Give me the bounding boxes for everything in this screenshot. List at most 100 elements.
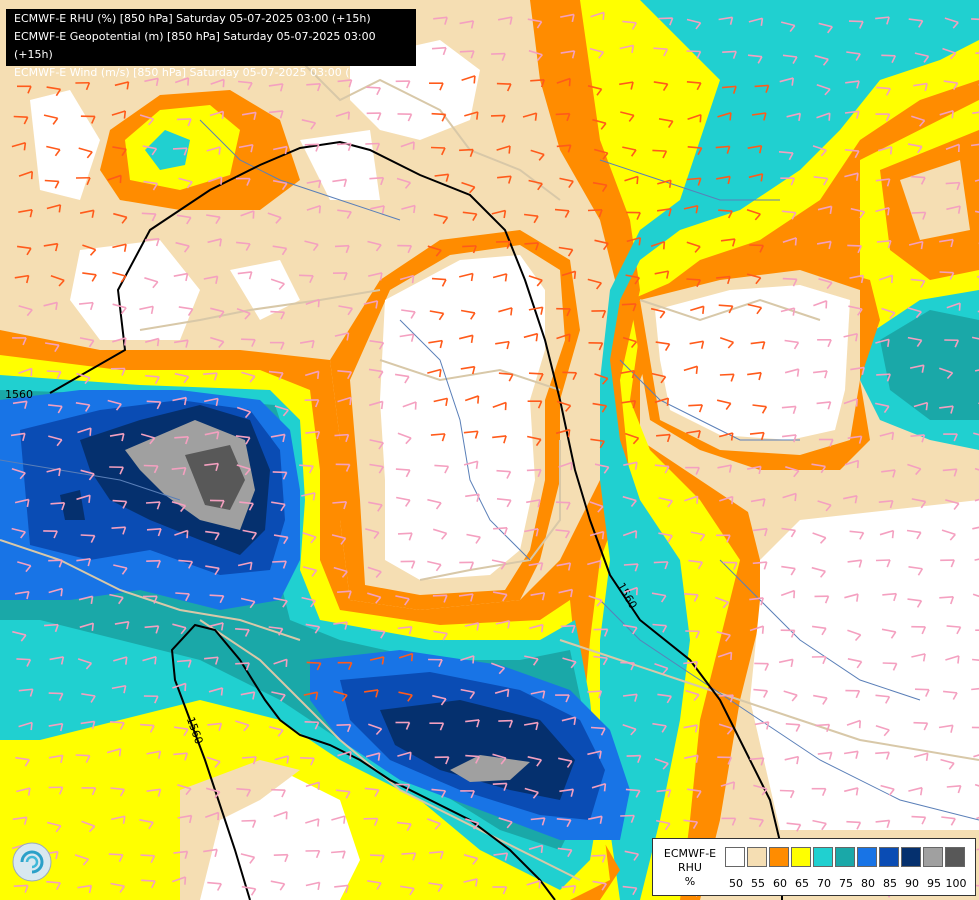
wind-barb: [305, 298, 320, 308]
wind-barb: [301, 119, 317, 130]
wind-barb: [459, 50, 475, 59]
wind-barb: [817, 751, 833, 760]
contour-label-west: 1560: [5, 388, 33, 401]
wind-barb: [464, 395, 480, 404]
wind-barb: [594, 463, 610, 474]
wind-barb: [428, 882, 444, 893]
wind-barb: [17, 85, 32, 94]
rhu-zone-white-central: [380, 255, 545, 580]
wind-barb: [459, 561, 475, 570]
wind-barb: [301, 596, 316, 608]
wind-barb: [236, 788, 252, 797]
wind-barb: [461, 75, 476, 84]
title-line-geopotential: ECMWF-E Geopotential (m) [850 hPa] Satur…: [14, 30, 376, 61]
wind-barb: [656, 208, 672, 217]
wind-barb: [367, 880, 382, 890]
wind-barb: [140, 854, 156, 864]
wind-barb: [268, 626, 284, 636]
wind-barb: [207, 881, 222, 891]
wind-barb: [882, 662, 898, 671]
wind-barb: [816, 112, 831, 121]
wind-barb: [461, 181, 476, 194]
wind-barb: [492, 401, 507, 411]
wind-barb: [781, 21, 796, 33]
wind-barb: [939, 109, 954, 119]
wind-barb: [594, 373, 609, 385]
wind-barb: [370, 205, 385, 214]
wind-barb: [397, 113, 413, 122]
wind-barb: [110, 721, 125, 730]
wind-barb: [143, 464, 159, 474]
wind-barb: [333, 566, 348, 578]
wind-barb: [812, 532, 827, 544]
wind-barb: [427, 498, 442, 510]
wind-barb: [971, 687, 979, 691]
wind-barb: [400, 885, 415, 896]
wind-barb: [177, 784, 192, 796]
wind-barb: [779, 789, 795, 799]
wind-barb: [18, 688, 34, 697]
wind-barb: [528, 275, 543, 287]
wind-barb: [881, 307, 896, 320]
wind-barb: [974, 467, 979, 474]
wind-barb: [625, 274, 641, 285]
wind-barb: [460, 688, 476, 700]
wind-barb: [686, 241, 701, 253]
wind-barb: [687, 146, 703, 156]
wind-barb: [210, 78, 225, 88]
wind-barb: [112, 146, 127, 157]
wind-barb: [490, 114, 506, 123]
wind-barb: [911, 653, 926, 662]
wind-barb: [938, 724, 954, 733]
wind-barb: [558, 757, 573, 768]
wind-barb: [305, 623, 321, 634]
wind-barb: [235, 720, 250, 732]
wind-barb: [716, 534, 731, 543]
wind-barb: [875, 751, 890, 760]
title-line-wind: ECMWF-E Wind (m/s) [850 hPa] Saturday 05…: [14, 66, 384, 79]
wind-barb: [401, 309, 416, 319]
wind-barb: [304, 721, 320, 730]
wind-barb: [433, 630, 448, 641]
wind-barb: [907, 143, 923, 154]
wind-barb: [237, 271, 253, 280]
wind-barb: [970, 142, 979, 147]
wind-barb: [429, 850, 444, 860]
wind-barb: [332, 272, 348, 281]
wind-barb: [972, 593, 979, 600]
wind-barb: [272, 179, 288, 191]
wind-barb: [395, 783, 411, 792]
wind-barb: [623, 461, 638, 470]
wind-barb: [946, 205, 961, 214]
wind-barb: [974, 367, 979, 372]
wind-barb: [847, 658, 863, 669]
wind-barb: [558, 246, 574, 257]
wind-barb: [784, 755, 800, 765]
wind-barb: [459, 148, 474, 157]
wind-barb: [974, 783, 979, 790]
wind-barb: [44, 342, 60, 353]
wind-barb: [587, 690, 603, 699]
wind-barb: [146, 750, 162, 759]
wind-barb: [720, 238, 736, 247]
wind-barb: [402, 401, 417, 410]
wind-barb: [556, 333, 571, 342]
wind-barb: [401, 204, 416, 214]
wind-barb: [16, 658, 32, 667]
wind-barb: [811, 566, 826, 578]
wind-barb: [524, 213, 539, 224]
wind-barb: [626, 237, 642, 246]
wind-barb: [271, 501, 286, 512]
legend-tick-label: 90: [905, 877, 919, 890]
wind-barb: [555, 112, 571, 122]
wind-barb: [491, 209, 507, 219]
wind-barb: [77, 884, 93, 894]
wind-barb: [11, 467, 26, 480]
wind-barb: [622, 20, 637, 30]
wind-barb: [172, 396, 187, 406]
wind-barb: [557, 847, 573, 858]
wind-barb: [305, 881, 321, 890]
wind-barb: [746, 273, 762, 285]
wind-barb: [368, 272, 383, 281]
wind-barb: [338, 305, 353, 316]
